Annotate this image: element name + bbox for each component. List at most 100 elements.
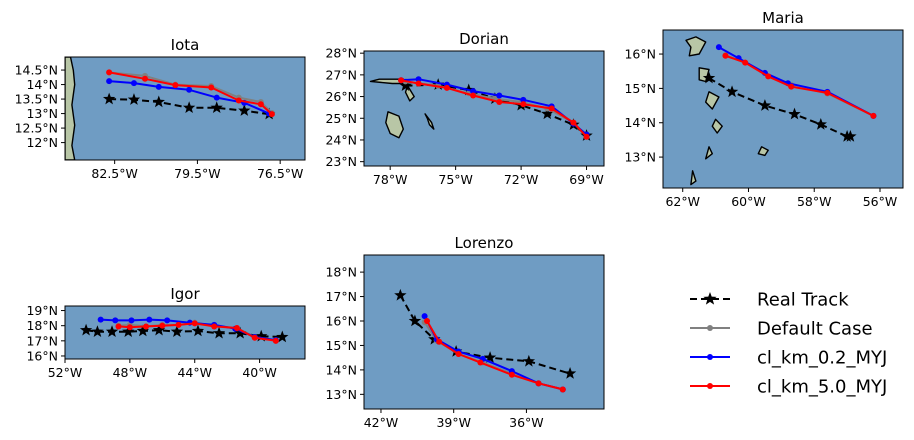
track-point-star bbox=[814, 117, 827, 130]
legend-item-real: Real Track bbox=[690, 290, 849, 311]
y-tick-label: 14°N bbox=[26, 77, 58, 92]
land-outline bbox=[424, 113, 435, 130]
y-tick-label: 17°N bbox=[26, 333, 58, 348]
legend-label: Real Track bbox=[757, 290, 849, 311]
track-point-star bbox=[276, 330, 289, 343]
axes-frame bbox=[363, 254, 605, 410]
panel-maria: Maria 62°W 60°W 58°W 56°W 13°N 14°N 15°N 16°N bbox=[624, 9, 904, 209]
track-point bbox=[164, 317, 171, 324]
axes-frame bbox=[64, 305, 306, 360]
land-outline bbox=[685, 36, 707, 57]
track-point bbox=[520, 96, 527, 103]
y-tick-label: 16°N bbox=[624, 47, 656, 62]
x-tick-label: 56°W bbox=[863, 194, 898, 209]
track-point bbox=[143, 323, 150, 330]
legend-marker bbox=[707, 383, 713, 389]
track-point bbox=[508, 371, 515, 378]
y-tick-label: 15°N bbox=[325, 338, 357, 353]
track-point bbox=[126, 324, 133, 331]
track-point bbox=[130, 80, 137, 87]
legend-marker bbox=[707, 354, 713, 360]
track-point-star bbox=[127, 93, 141, 105]
track-point-star bbox=[122, 325, 135, 337]
track-point bbox=[742, 59, 749, 66]
panel-lorenzo: Lorenzo 42°W 39°W 36°W 13°N 14°N 15°N 16°N 17°N 1… bbox=[325, 234, 605, 430]
track-point-star bbox=[152, 95, 165, 108]
y-tick-label: 28°N bbox=[325, 46, 357, 61]
track-point-star bbox=[233, 326, 247, 339]
track-point-star bbox=[91, 325, 104, 337]
legend-item-default: Default Case bbox=[690, 319, 873, 340]
y-tick-label: 12°N bbox=[26, 135, 58, 150]
track-point bbox=[233, 324, 240, 331]
track-point bbox=[455, 351, 462, 357]
legend-item-km50: cl_km_5.0_MYJ bbox=[690, 377, 887, 398]
track-point bbox=[715, 44, 722, 51]
y-tick-label: 18°N bbox=[325, 265, 357, 280]
track-point bbox=[765, 73, 772, 80]
axes-frame bbox=[363, 50, 605, 167]
track-point-star bbox=[702, 71, 716, 84]
x-tick-label: 48°W bbox=[113, 365, 148, 380]
x-tick-label: 44°W bbox=[177, 365, 212, 380]
x-tick-label: 36°W bbox=[509, 415, 544, 430]
track-point bbox=[272, 337, 279, 344]
track-point bbox=[213, 94, 220, 101]
y-tick-label: 16°N bbox=[325, 314, 357, 329]
track-point bbox=[251, 334, 258, 341]
x-tick-label: 79.5°W bbox=[174, 166, 220, 181]
panel-title: Igor bbox=[170, 285, 200, 303]
track-point bbox=[470, 92, 477, 99]
track-point bbox=[722, 52, 729, 59]
x-tick-label: 78°W bbox=[373, 172, 408, 187]
land-outline bbox=[711, 118, 723, 134]
ocean-background bbox=[65, 306, 305, 359]
track-point bbox=[415, 76, 422, 83]
panel-title: Iota bbox=[171, 36, 200, 54]
track-point bbox=[443, 84, 450, 91]
track-point bbox=[570, 119, 577, 126]
legend-item-km02: cl_km_0.2_MYJ bbox=[690, 348, 887, 369]
track-point-star bbox=[483, 351, 497, 363]
track-point-star bbox=[563, 367, 577, 379]
y-tick-label: 14.5°N bbox=[15, 63, 58, 78]
track-point-star bbox=[255, 329, 268, 342]
legend-marker-star bbox=[703, 292, 717, 305]
ocean-background bbox=[663, 30, 903, 188]
land-outline bbox=[690, 170, 697, 186]
panel-title: Maria bbox=[762, 9, 804, 27]
track-point bbox=[208, 84, 215, 91]
axes-frame bbox=[662, 29, 904, 189]
track-point-star bbox=[79, 323, 93, 336]
panel-title: Dorian bbox=[459, 30, 509, 48]
x-tick-label: 40°W bbox=[242, 365, 277, 380]
track-point-star bbox=[102, 92, 116, 105]
track-point-star bbox=[788, 107, 801, 120]
legend: Real Track Default Case cl_km_0.2_MYJ cl_km… bbox=[690, 290, 887, 398]
x-tick-label: 82.5°W bbox=[91, 166, 137, 181]
series-km50 bbox=[106, 69, 275, 118]
track-point-star bbox=[210, 101, 223, 114]
track-point bbox=[172, 82, 179, 89]
land-outline bbox=[65, 57, 76, 160]
series-km50 bbox=[424, 318, 566, 393]
track-point bbox=[155, 83, 162, 90]
track-point bbox=[520, 101, 527, 108]
track-point bbox=[824, 89, 831, 96]
track-point-star bbox=[212, 326, 226, 339]
track-point bbox=[97, 316, 104, 323]
track-point bbox=[146, 316, 153, 323]
track-point bbox=[186, 86, 193, 93]
x-tick-label: 75°W bbox=[438, 172, 473, 187]
y-tick-label: 12.5°N bbox=[15, 121, 58, 136]
legend-label: cl_km_5.0_MYJ bbox=[757, 377, 887, 398]
track-point-star bbox=[408, 314, 422, 327]
track-point bbox=[211, 323, 218, 330]
track-point bbox=[106, 69, 113, 76]
series-real bbox=[79, 323, 289, 343]
y-tick-label: 13°N bbox=[26, 106, 58, 121]
track-point-star bbox=[758, 99, 772, 111]
panel-iota: Iota 82.5°W 79.5°W 76.5°W 12°N12.5°N13°N13.5… bbox=[15, 36, 306, 181]
y-tick-label: 13.5°N bbox=[15, 92, 58, 107]
x-tick-label: 62°W bbox=[665, 194, 700, 209]
